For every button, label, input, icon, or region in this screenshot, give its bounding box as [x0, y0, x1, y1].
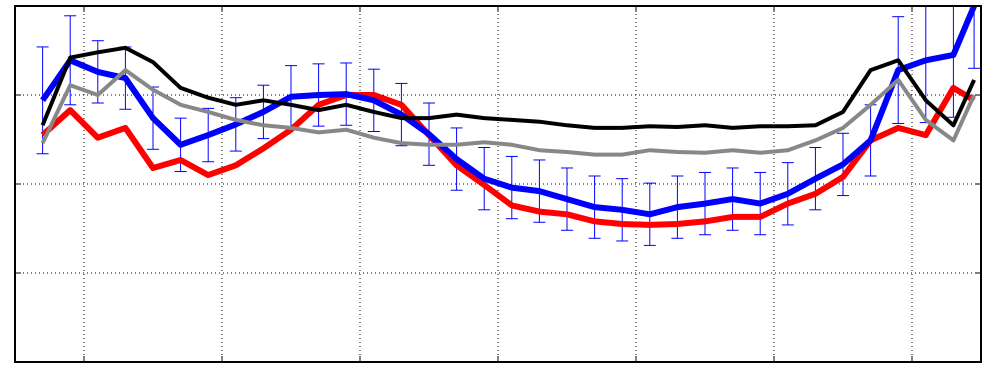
frame	[14, 5, 982, 363]
error-bar	[36, 46, 49, 155]
plot-area	[36, 6, 981, 246]
series-line	[40, 6, 977, 218]
series-line	[40, 84, 976, 228]
series-line	[40, 68, 976, 157]
series-line	[40, 45, 976, 130]
